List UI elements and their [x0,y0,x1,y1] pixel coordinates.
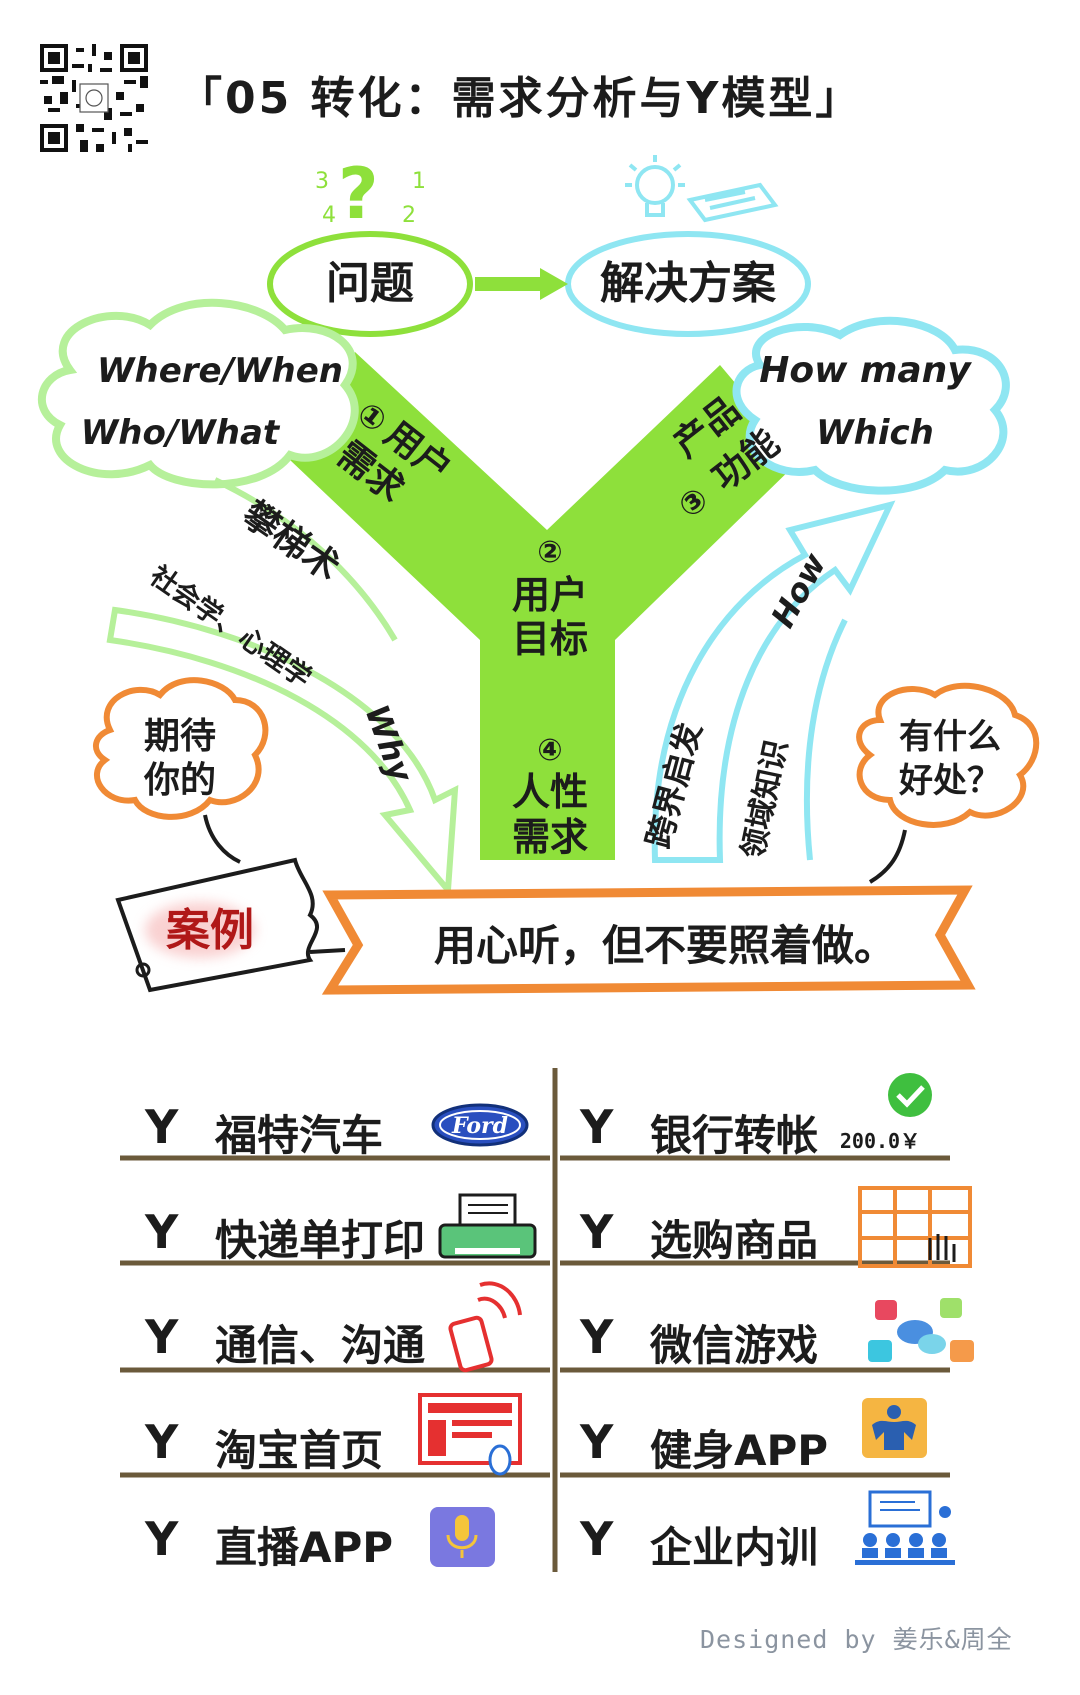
case-right-1: 银行转帐 [650,1111,819,1160]
right-cloud-line2: Which [816,413,934,453]
q-num-2: 2 [402,203,416,228]
y-mark: Y [580,1100,614,1154]
case-left-2: 快递单打印 [215,1216,426,1265]
right-bubble-line1: 有什么 [899,717,1001,757]
page-title: 「05 转化：需求分析与Y模型」 [178,73,863,124]
y-node-2-num: ② [537,535,562,570]
right-bubble-line2: 好处？ [898,761,1001,801]
left-bubble-line1: 期待 [144,716,216,757]
left-arrow-guide [213,477,398,642]
y-mark: Y [580,1310,614,1364]
y-node-4-line1: 人性 [512,770,588,814]
case-grid [120,1068,950,1572]
right-arrow-label-b: 领域知识 [736,737,795,862]
left-arrow-label-top: 攀梯术 [235,494,347,590]
check-icon [888,1073,932,1117]
y-mark: Y [580,1205,614,1259]
left-bubble-tail [203,814,241,864]
case-left-5: 直播APP [215,1523,394,1572]
case-left-1: 福特汽车 [215,1111,384,1160]
y-shape [290,352,800,860]
problem-oval [267,231,473,337]
muscle-icon [862,1398,927,1458]
microphone-icon [430,1507,495,1567]
case-left-4: 淘宝首页 [215,1426,384,1475]
left-cloud [38,298,359,489]
webpage-icon [418,1393,522,1476]
y-mark: Y [145,1205,179,1259]
qr-code-icon [40,44,148,152]
q-num-1: 1 [412,169,426,194]
left-cloud-line2: Who/What [81,413,281,453]
right-cloud [732,316,1010,495]
y-mark: Y [145,1100,179,1154]
lightbulb-icon [625,155,685,217]
svg-text:?: ? [338,153,379,235]
y-node-4-num: ④ [537,733,562,768]
q-num-4: 4 [322,203,336,228]
problem-label: 问题 [326,258,414,309]
chat-blocks-icon [868,1298,974,1362]
y-mark: Y [580,1415,614,1469]
case-right-5: 企业内训 [650,1523,819,1572]
y-node-2-line2: 目标 [512,617,588,661]
classroom-icon [855,1490,955,1565]
phone-signal-icon [448,1281,522,1373]
shelf-hand-icon [858,1186,972,1268]
right-arrow-guide [803,618,848,861]
credit-text: Designed by 姜乐&周全 [700,1625,1013,1654]
y-mark: Y [145,1512,179,1566]
y-mark: Y [145,1415,179,1469]
banner [321,885,976,995]
y-node-2-line1: 用户 [512,573,588,617]
case-left-3: 通信、沟通 [215,1321,426,1370]
question-mark-icon: ? 3 4 2 1 [315,153,426,235]
how-arrow [651,500,896,863]
q-num-3: 3 [315,169,329,194]
left-bubble-line2: 你的 [143,760,216,801]
case-right-2: 选购商品 [650,1216,819,1265]
case-right-4: 健身APP [650,1426,829,1475]
case-tag-label: 案例 [166,905,254,956]
right-bubble [856,682,1040,828]
y-mark: Y [145,1310,179,1364]
ford-logo-icon: Ford [431,1103,529,1147]
document-icon [686,182,779,223]
amount-text: 200.0￥ [840,1129,920,1153]
left-cloud-line1: Where/When [97,351,343,391]
y-mark: Y [580,1512,614,1566]
y-node-4-line2: 需求 [512,815,588,859]
banner-text: 用心听，但不要照着做。 [434,921,896,970]
case-right-3: 微信游戏 [650,1321,819,1370]
solution-label: 解决方案 [600,258,777,309]
printer-icon [438,1193,537,1259]
right-cloud-line1: How many [759,350,972,391]
right-bubble-tail [868,829,907,884]
ford-logo-text: Ford [451,1113,508,1139]
left-bubble [93,677,269,820]
